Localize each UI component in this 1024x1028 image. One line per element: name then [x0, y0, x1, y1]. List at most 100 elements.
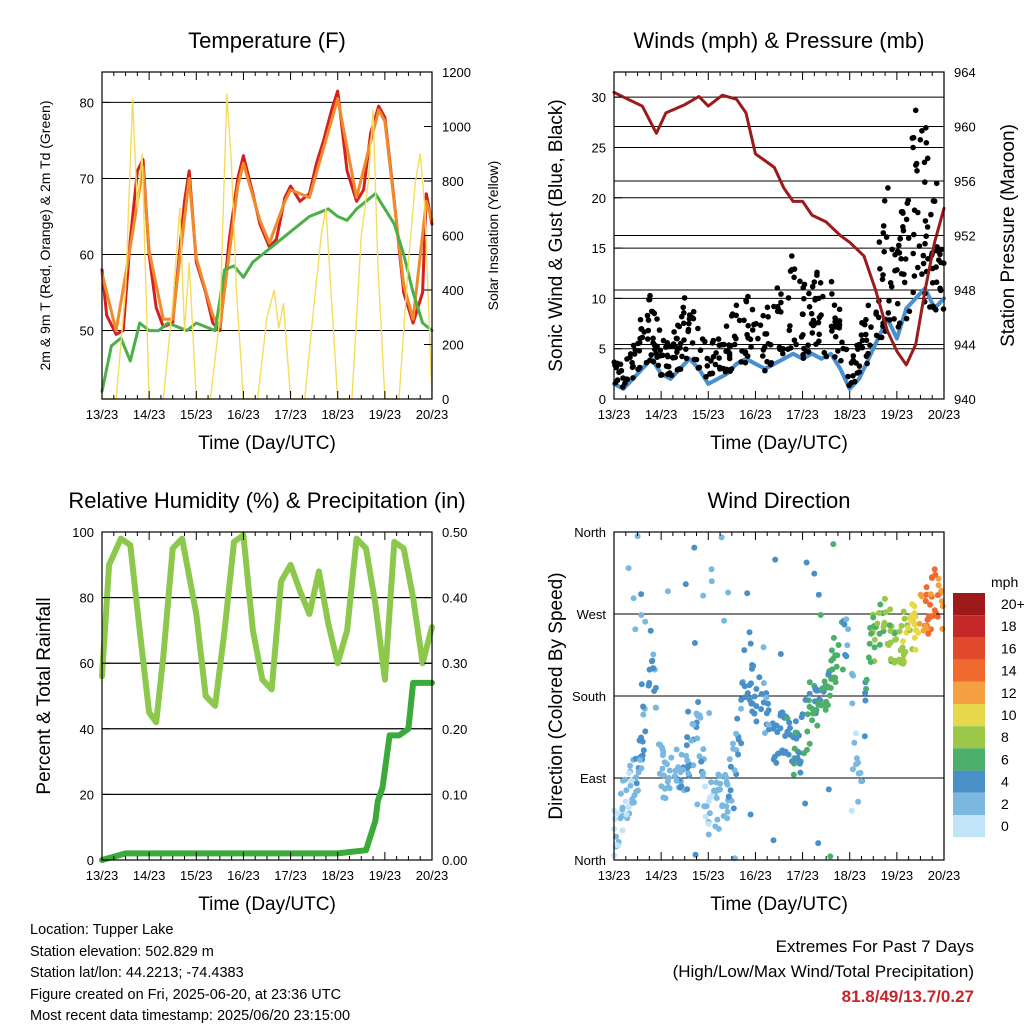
direction-point	[853, 730, 859, 737]
gust-point	[805, 342, 811, 349]
direction-point	[794, 755, 801, 761]
direction-point	[671, 773, 678, 779]
colorbar-label: 18	[1001, 618, 1017, 634]
direction-point	[694, 801, 701, 808]
direction-point	[677, 784, 684, 791]
direction-point	[723, 803, 730, 810]
gust-point	[671, 329, 677, 335]
direction-point	[702, 813, 709, 820]
direction-point	[760, 644, 767, 651]
gust-point	[738, 359, 744, 365]
direction-point	[845, 626, 852, 633]
direction-point	[862, 690, 869, 696]
gust-point	[886, 298, 892, 304]
direction-point	[876, 630, 883, 637]
gust-point	[877, 334, 883, 341]
gust-point	[858, 332, 865, 338]
direction-point	[773, 759, 780, 766]
x-tick-label: 15/23	[692, 868, 725, 883]
panel-title: Wind Direction	[707, 488, 850, 513]
gust-point	[889, 246, 895, 253]
direction-point	[760, 680, 767, 687]
gust-point	[898, 255, 904, 262]
gust-point	[638, 326, 645, 332]
direction-point	[870, 614, 877, 621]
y2-tick-label: 0.30	[442, 656, 467, 671]
direction-point	[938, 598, 945, 605]
gust-point	[681, 310, 687, 316]
gust-point	[710, 354, 717, 360]
direction-point	[611, 816, 618, 822]
gust-point	[933, 307, 939, 313]
gust-point	[674, 349, 680, 355]
direction-point	[815, 840, 822, 847]
x-tick-label: 18/23	[321, 407, 354, 422]
x-tick-label: 15/23	[180, 868, 213, 883]
gust-point	[801, 345, 807, 352]
y-tick-label: West	[577, 607, 607, 622]
y-tick-label: 25	[592, 140, 606, 155]
x-axis-label: Time (Day/UTC)	[710, 433, 848, 454]
direction-point	[901, 615, 908, 622]
direction-point	[797, 769, 804, 776]
gust-point	[776, 344, 783, 351]
direction-point	[862, 697, 869, 704]
gust-point	[778, 299, 784, 306]
direction-point	[689, 720, 696, 727]
direction-point	[830, 655, 837, 662]
direction-point	[668, 754, 675, 761]
gust-point	[673, 335, 680, 342]
x-tick-label: 20/23	[928, 868, 961, 883]
gust-point	[924, 155, 931, 162]
direction-point	[661, 759, 668, 766]
gust-point	[778, 309, 784, 315]
gust-point	[681, 295, 688, 301]
direction-point	[744, 590, 751, 597]
gust-point	[914, 168, 920, 174]
gust-point	[821, 349, 828, 356]
gust-point	[670, 354, 676, 361]
direction-point	[695, 699, 702, 705]
direction-point	[714, 816, 721, 823]
direction-point	[782, 733, 789, 739]
gust-point	[644, 312, 651, 319]
direction-point	[666, 767, 673, 774]
direction-point	[827, 853, 834, 860]
direction-point	[619, 804, 626, 811]
gust-point	[787, 268, 794, 274]
direction-point	[694, 735, 701, 742]
x-tick-label: 18/23	[833, 407, 866, 422]
gust-point	[791, 274, 797, 281]
colorbar-label: 12	[1001, 685, 1017, 701]
y2-tick-label: 0.50	[442, 525, 467, 540]
gust-point	[665, 353, 671, 360]
direction-point	[719, 803, 726, 810]
wind-direction-panel: Wind Direction 13/23 14/23 15/23 16/23 17/23 1…	[546, 488, 960, 915]
gust-point	[631, 351, 638, 357]
direction-point	[822, 706, 829, 713]
gust-point	[903, 315, 910, 322]
direction-point	[809, 717, 816, 724]
direction-point	[843, 616, 850, 623]
direction-point	[810, 710, 817, 717]
direction-point	[753, 718, 760, 725]
gust-point	[886, 317, 893, 323]
direction-point	[659, 744, 665, 751]
direction-point	[708, 566, 715, 573]
panel-title: Relative Humidity (%) & Precipitation (i…	[68, 488, 465, 513]
direction-point	[678, 751, 685, 758]
direction-point	[633, 774, 640, 781]
direction-point	[931, 566, 938, 573]
direction-point	[876, 641, 883, 648]
direction-point	[707, 794, 714, 801]
direction-point	[664, 778, 671, 785]
direction-point	[758, 706, 765, 713]
y2-tick-label: 940	[954, 392, 976, 407]
direction-point	[925, 630, 932, 637]
y-tick-label: 50	[80, 324, 94, 339]
gust-point	[829, 291, 835, 297]
gust-point	[723, 323, 730, 330]
gust-point	[923, 233, 929, 239]
direction-point	[842, 651, 849, 658]
gust-point	[797, 278, 803, 285]
